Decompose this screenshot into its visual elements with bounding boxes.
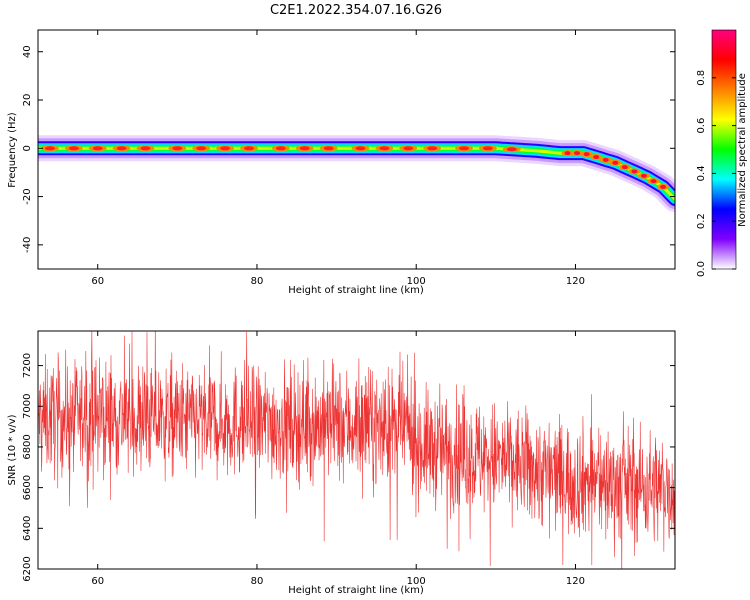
spectrogram-x-tick-label: 80 — [251, 276, 264, 287]
colorbar-frame — [711, 29, 737, 270]
colorbar-tick-label: 0.6 — [696, 118, 707, 134]
spectrogram-tail-peak — [612, 160, 619, 165]
spectrogram-tail-peak — [564, 151, 571, 156]
spectrogram-peak — [355, 146, 366, 151]
colorbar-tick-label: 0.0 — [696, 261, 707, 277]
spectrogram-tail-peak — [621, 165, 628, 170]
snr-y-tick-label: 6800 — [22, 434, 33, 459]
spectrogram-panel: 60 80 100 120 -40 -20 0 20 40 Height of straigh… — [7, 29, 676, 296]
spectrogram-peak — [379, 146, 390, 151]
colorbar: 0.0 0.2 0.4 0.6 0.8 Normalized spectral ampl… — [696, 29, 748, 277]
colorbar-gradient — [712, 30, 736, 269]
spectrogram-tail-peak — [574, 151, 581, 156]
spectrogram-marks — [38, 135, 675, 212]
spectrogram-tail-peak — [650, 179, 657, 184]
spectrogram-y-tick-label: 40 — [22, 45, 33, 58]
spectrogram-peak — [482, 146, 493, 151]
spectrogram-y-tick-label: 20 — [22, 94, 33, 107]
snr-x-label: Height of straight line (km) — [288, 585, 424, 596]
spectrogram-x-tick-label: 120 — [566, 276, 585, 287]
spectrogram-x-label: Height of straight line (km) — [288, 285, 424, 296]
spectrogram-tail-peak — [593, 154, 600, 159]
snr-x-ticks: 60 80 100 120 — [91, 331, 585, 587]
spectrogram-x-tick-label: 100 — [407, 276, 426, 287]
spectrogram-y-tick-label: -20 — [22, 188, 33, 204]
snr-x-tick-label: 60 — [91, 576, 104, 587]
colorbar-tick-label: 0.4 — [696, 165, 707, 181]
colorbar-tick-label: 0.8 — [696, 70, 707, 86]
spectrogram-y-ticks: -40 -20 0 20 40 — [22, 45, 675, 253]
spectrogram-peak — [275, 146, 286, 151]
spectrogram-peak — [299, 146, 310, 151]
snr-y-ticks: 6200 6400 6600 6800 7000 7200 — [22, 353, 675, 582]
spectrogram-peak — [403, 146, 414, 151]
spectrogram-peak — [427, 146, 438, 151]
spectrogram-peak — [44, 146, 55, 151]
spectrogram-y-tick-label: -40 — [22, 237, 33, 253]
spectrogram-peak — [220, 146, 231, 151]
snr-panel: 60 80 100 120 6200 6400 6600 6800 7000 7200 Heig… — [7, 330, 676, 596]
spectrogram-tail-peak — [602, 157, 609, 162]
figure-title: C2E1.2022.354.07.16.G26 — [270, 3, 442, 18]
colorbar-ticks: 0.0 0.2 0.4 0.6 0.8 — [696, 70, 736, 277]
snr-x-tick-label: 80 — [251, 576, 264, 587]
snr-y-tick-label: 7000 — [22, 394, 33, 419]
snr-x-tick-label: 120 — [566, 576, 585, 587]
spectrogram-tail-peak — [660, 184, 667, 189]
snr-y-tick-label: 6600 — [22, 475, 33, 500]
snr-plot-area — [38, 331, 675, 569]
spectrogram-peak — [172, 146, 183, 151]
spectrogram-x-tick-label: 60 — [91, 276, 104, 287]
snr-y-tick-label: 6400 — [22, 516, 33, 541]
spectrogram-x-ticks: 60 80 100 120 — [91, 30, 585, 287]
spectrogram-tail-peak — [640, 173, 647, 178]
spectrogram-peak — [68, 146, 79, 151]
spectrogram-peak — [92, 146, 103, 151]
spectrogram-peak — [244, 146, 255, 151]
spectrogram-tail-peak — [631, 169, 638, 174]
spectrogram-peak — [506, 147, 517, 152]
snr-y-tick-label: 6200 — [22, 556, 33, 581]
spectrogram-peak — [196, 146, 207, 151]
spectrogram-peak — [116, 146, 127, 151]
colorbar-label: Normalized spectral amplitude — [737, 73, 748, 227]
snr-frame — [37, 330, 676, 570]
snr-series-line — [38, 331, 675, 569]
snr-y-tick-label: 7200 — [22, 353, 33, 378]
spectrogram-y-label: Frequency (Hz) — [7, 112, 18, 188]
spectrogram-peak — [458, 146, 469, 151]
colorbar-tick-label: 0.2 — [696, 213, 707, 229]
spectrogram-peak — [140, 146, 151, 151]
snr-y-label: SNR (10 * v/v) — [7, 414, 18, 485]
spectrogram-tail-peak — [583, 152, 590, 157]
spectrogram-y-tick-label: 0 — [22, 145, 33, 151]
snr-x-tick-label: 100 — [407, 576, 426, 587]
spectrogram-frame — [37, 29, 676, 270]
spectrogram-peak — [323, 146, 334, 151]
